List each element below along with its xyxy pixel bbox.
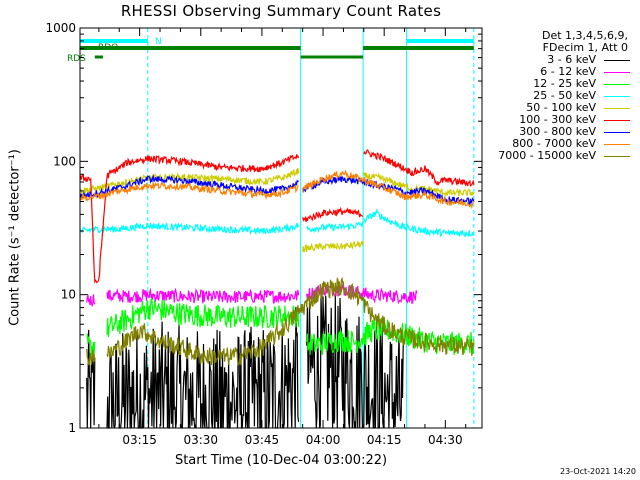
x-tick-label-2: 03:45 [245,433,280,447]
flag-n-label: N [155,37,162,47]
legend-swatch-3 [604,96,630,97]
legend-label-2: 12 - 25 keV [533,77,596,90]
legend-label-0: 3 - 6 keV [547,53,596,66]
legend-swatch-4 [604,108,630,109]
flag-rds-label: RDS [67,54,86,64]
y-tick-label-3: 1000 [45,21,76,35]
series-8 [86,276,475,367]
legend-label-1: 6 - 12 keV [540,65,596,78]
series-8-segment-1 [106,276,475,367]
y-tick-label-2: 100 [53,154,76,168]
series-5-segment-2 [363,149,475,187]
series-7-segment-1 [302,169,475,210]
x-tick-label-3: 04:00 [306,433,341,447]
legend-swatch-7 [604,144,630,145]
series-5-segment-0 [79,154,300,284]
y-axis-label: Count Rate (s⁻¹ detector⁻¹) [7,149,23,326]
series-5 [79,149,475,284]
legend-rows: 3 - 6 keV 6 - 12 keV 12 - 25 keV 25 - 50 ke… [478,54,638,162]
legend: Det 1,3,4,5,6,9, FDecim 1, Att 0 3 - 6 k… [478,30,638,162]
flag-n: N [80,37,474,47]
series-8-segment-0 [86,348,96,366]
legend-swatch-5 [604,120,630,121]
series-2-segment-0 [86,333,96,358]
series-3-segment-2 [363,208,475,238]
series-1-segment-2 [306,282,418,305]
series-7 [79,169,475,210]
axes: 1 10 100 1000 03:15 03:30 03:45 04:00 04:15 04:30 [45,21,483,447]
series-4-segment-1 [302,240,364,253]
series-1-segment-1 [106,287,300,304]
y-axis-label-container: Count Rate (s⁻¹ detector⁻¹) [4,120,26,360]
y-tick-label-1: 10 [61,288,76,302]
series-1 [86,282,418,308]
flag-rds: RDS [67,54,364,64]
legend-label-7: 800 - 7000 keV [512,137,596,150]
legend-entry-0: 3 - 6 keV [478,54,638,66]
flag-rdo-label: RDO [98,43,118,53]
series-2-segment-1 [106,298,300,338]
legend-entry-6: 300 - 800 keV [478,126,638,138]
chart-title: RHESSI Observing Summary Count Rates [120,2,442,20]
y-tick-label-0: 1 [68,421,76,435]
legend-swatch-8 [604,156,630,157]
legend-label-3: 25 - 50 keV [533,89,596,102]
legend-entry-1: 6 - 12 keV [478,66,638,78]
series-lines [79,149,475,429]
legend-entry-4: 50 - 100 keV [478,102,638,114]
x-tick-label-5: 04:30 [428,433,463,447]
series-1-segment-0 [86,294,96,308]
flag-rdo: RDO [80,43,474,53]
x-tick-label-1: 03:30 [183,433,218,447]
legend-swatch-6 [604,132,630,133]
legend-label-5: 100 - 300 keV [519,113,596,126]
legend-header-decimation: FDecim 1, Att 0 [542,41,628,54]
x-tick-label-4: 04:15 [367,433,402,447]
series-3 [80,208,475,238]
series-7-segment-0 [79,181,299,202]
legend-label-8: 7000 - 15000 keV [498,149,596,162]
legend-label-4: 50 - 100 keV [526,101,596,114]
legend-label-6: 300 - 800 keV [519,125,596,138]
legend-swatch-1 [604,72,630,73]
x-tick-label-0: 03:15 [122,433,157,447]
series-3-segment-1 [306,220,364,234]
legend-swatch-0 [604,60,630,61]
x-axis-label: Start Time (10-Dec-04 03:00:22) [174,453,388,468]
series-6-segment-0 [79,173,299,200]
series-3-segment-0 [80,221,300,236]
legend-swatch-2 [604,84,630,85]
generation-timestamp: 23-Oct-2021 14:20 [560,467,636,476]
legend-entry-7: 800 - 7000 keV [478,138,638,150]
legend-entry-8: 7000 - 15000 keV [478,150,638,162]
legend-entry-2: 12 - 25 keV [478,78,638,90]
series-5-segment-1 [302,206,364,223]
legend-entry-5: 100 - 300 keV [478,114,638,126]
legend-header-detectors: Det 1,3,4,5,6,9, [541,29,628,42]
legend-entry-3: 25 - 50 keV [478,90,638,102]
flag-bars: N RDO RDS [67,37,474,64]
series-0-segment-2 [306,295,406,429]
plot-frame [79,27,483,429]
